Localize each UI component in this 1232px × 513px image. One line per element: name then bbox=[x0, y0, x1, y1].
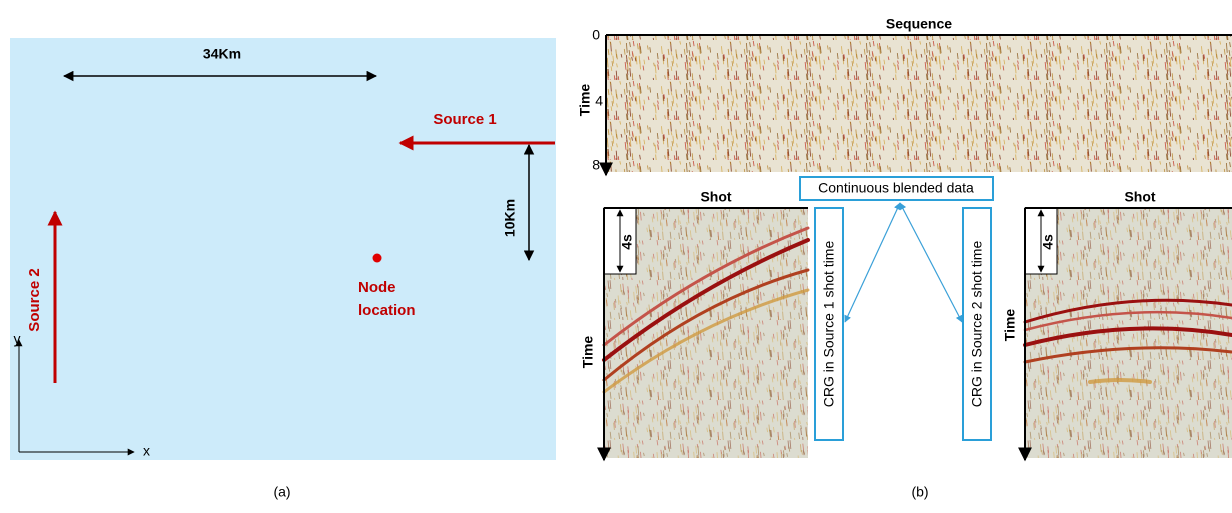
shot-right-image bbox=[1025, 208, 1232, 458]
map-area bbox=[10, 38, 556, 460]
node bbox=[372, 253, 382, 263]
shot-right-y-label: Time bbox=[1002, 309, 1018, 342]
shot-right-title: Shot bbox=[1124, 189, 1155, 205]
node-label-1: Node bbox=[358, 279, 396, 296]
axis-x: x bbox=[143, 443, 150, 459]
blended-box bbox=[799, 176, 994, 201]
sequence-y-label: Time bbox=[577, 84, 593, 117]
crg-2: CRG in Source 2 shot time bbox=[969, 241, 985, 408]
shot-left-scale: 4s bbox=[619, 234, 635, 250]
caption-a: (a) bbox=[273, 484, 290, 500]
crg-2-box bbox=[962, 207, 992, 441]
shot-left-title: Shot bbox=[700, 189, 731, 205]
tick: 4 bbox=[595, 93, 603, 109]
tick: 0 bbox=[592, 27, 600, 43]
caption-b: (b) bbox=[911, 484, 928, 500]
blended-label: Continuous blended data bbox=[818, 180, 974, 196]
link-arrow bbox=[844, 202, 901, 323]
source-1: Source 1 bbox=[433, 111, 496, 128]
source-2: Source 2 bbox=[26, 268, 43, 331]
crg-1: CRG in Source 1 shot time bbox=[821, 241, 837, 408]
sequence-title: Sequence bbox=[886, 16, 952, 32]
crg-1-box bbox=[814, 207, 844, 441]
node-label-2: location bbox=[358, 302, 416, 319]
tick: 8 bbox=[592, 157, 600, 173]
events-right bbox=[1023, 298, 1232, 384]
events-left bbox=[602, 226, 810, 394]
sequence-image bbox=[606, 35, 1232, 172]
link-arrow bbox=[899, 202, 963, 323]
shot-right-scale: 4s bbox=[1040, 234, 1056, 250]
distance-y: 10Km bbox=[502, 199, 518, 237]
shot-left-y-label: Time bbox=[580, 336, 596, 369]
axis-y: y bbox=[14, 331, 21, 347]
distance-x: 34Km bbox=[203, 46, 241, 62]
